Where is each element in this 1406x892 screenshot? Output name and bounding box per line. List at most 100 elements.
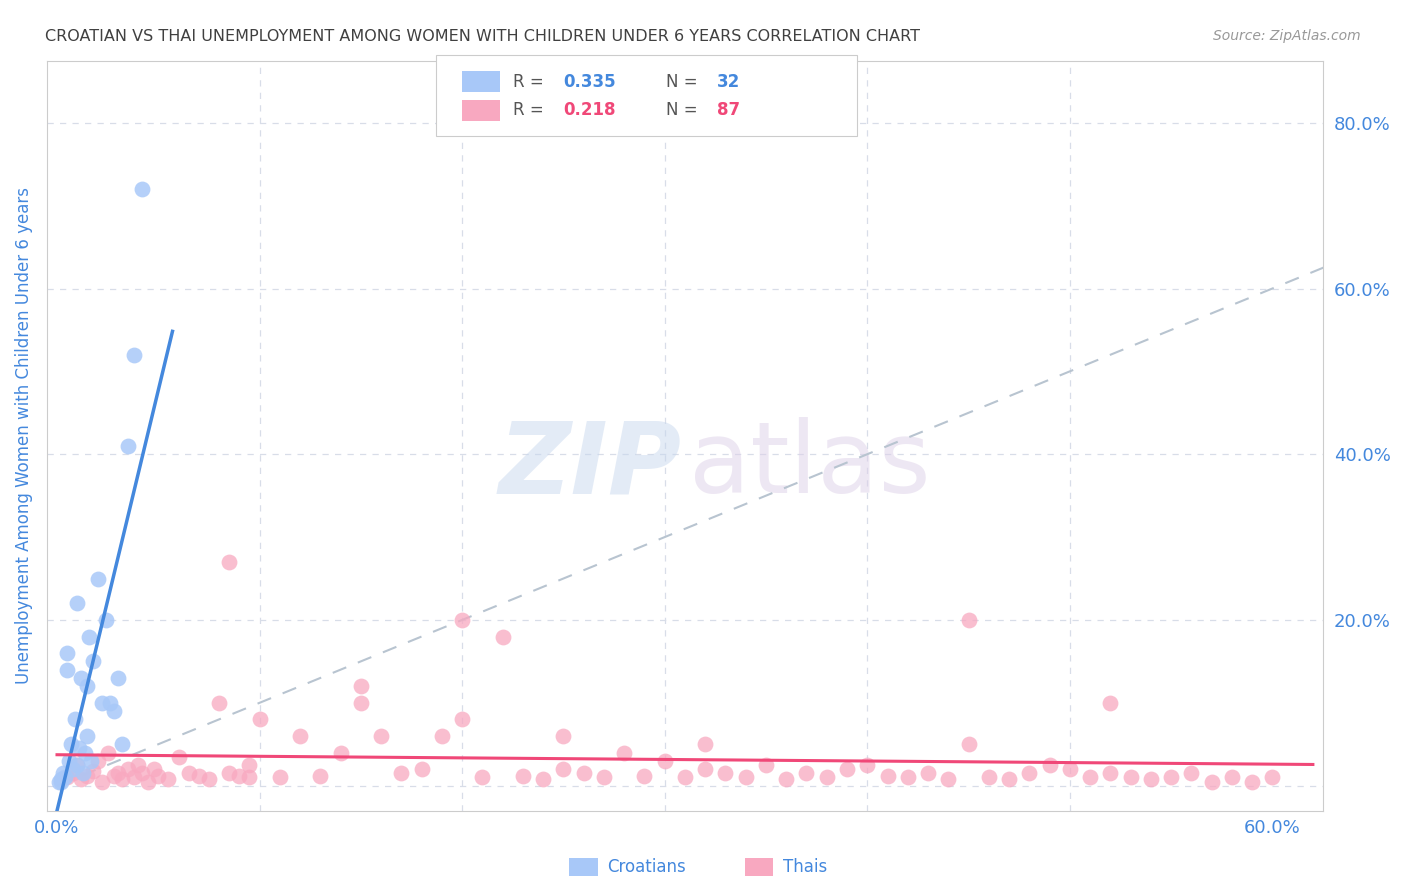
Text: 87: 87 [717,101,740,120]
Point [531,772,554,786]
Point [471,771,494,785]
Point [1140,772,1163,786]
Point [82,654,104,668]
Point [72,766,94,780]
Point [957,737,980,751]
Point [288,729,311,743]
Point [122,348,145,362]
Point [1119,771,1142,785]
Point [350,696,373,710]
Point [389,766,412,780]
Point [187,769,209,783]
Point [695,737,717,751]
Point [143,762,166,776]
Point [430,729,453,743]
Point [76,729,98,743]
Point [56,646,79,660]
Point [1220,771,1243,785]
Point [451,712,474,726]
Point [90,696,112,710]
Point [856,758,879,772]
FancyBboxPatch shape [461,71,501,92]
Point [52,766,75,780]
Point [60,737,83,751]
Point [62,762,84,776]
Point [775,772,797,786]
Point [957,613,980,627]
Point [1099,696,1122,710]
Point [49,774,72,789]
Point [553,729,575,743]
Point [56,663,79,677]
Point [111,772,134,786]
Point [76,769,98,783]
Point [796,766,818,780]
Point [218,766,240,780]
Point [103,769,125,783]
Text: 32: 32 [717,72,740,91]
Text: Source: ZipAtlas.com: Source: ZipAtlas.com [1213,29,1361,43]
Point [97,746,120,760]
Point [56,771,79,785]
Point [157,772,180,786]
Point [1180,766,1202,780]
Point [67,741,90,756]
Point [714,766,737,780]
Y-axis label: Unemployment Among Women with Children Under 6 years: Unemployment Among Women with Children U… [15,187,32,684]
Point [117,439,139,453]
Point [1038,758,1060,772]
Point [177,766,200,780]
Point [131,766,153,780]
Text: 0.218: 0.218 [564,101,616,120]
Point [451,613,474,627]
Point [238,771,260,785]
Point [673,771,696,785]
Point [75,746,97,760]
Text: N =: N = [666,101,703,120]
Point [936,772,959,786]
Point [329,746,352,760]
Point [1018,766,1040,780]
Point [249,712,271,726]
Point [167,749,190,764]
Point [98,696,121,710]
Point [755,758,778,772]
Text: R =: R = [513,101,548,120]
Point [593,771,616,785]
Point [107,671,129,685]
Text: 0.335: 0.335 [564,72,616,91]
Text: ZIP: ZIP [498,417,681,514]
Point [117,762,139,776]
Point [62,766,84,780]
Point [94,613,117,627]
Point [897,771,920,785]
Point [370,729,392,743]
Text: Thais: Thais [783,858,827,876]
Point [734,771,756,785]
Point [127,758,149,772]
Point [111,737,134,751]
Point [269,771,291,785]
Point [1201,774,1223,789]
Point [492,630,515,644]
Point [917,766,939,780]
Point [86,572,108,586]
Point [58,754,80,768]
Point [70,671,93,685]
Point [49,772,72,786]
Point [90,774,112,789]
Point [136,774,159,789]
Point [76,679,98,693]
Text: atlas: atlas [689,417,931,514]
Text: N =: N = [666,72,703,91]
Point [66,758,89,772]
Point [553,762,575,776]
Point [198,772,221,786]
Point [80,754,103,768]
Point [309,769,332,783]
Point [218,555,240,569]
Point [1160,771,1182,785]
FancyBboxPatch shape [461,100,501,120]
Point [103,704,125,718]
Point [1261,771,1284,785]
